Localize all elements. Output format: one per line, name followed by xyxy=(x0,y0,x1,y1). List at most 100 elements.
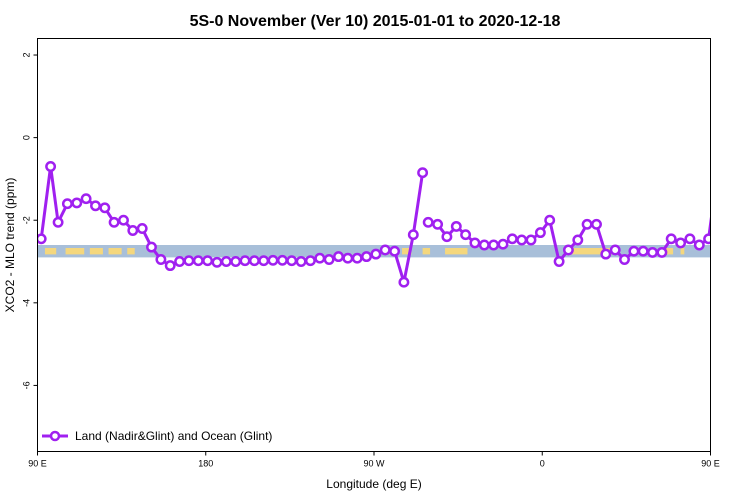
land-band-segment xyxy=(663,248,674,255)
land-band-segment xyxy=(65,248,85,255)
data-point xyxy=(591,218,602,230)
y-tick-label: 2 xyxy=(22,53,32,58)
data-point xyxy=(432,218,444,230)
data-point xyxy=(342,252,354,264)
data-point xyxy=(497,238,509,250)
y-tick-label: -2 xyxy=(22,216,32,224)
data-point xyxy=(90,200,101,212)
data-point xyxy=(544,214,556,226)
data-point xyxy=(534,227,546,239)
land-band-segment xyxy=(108,248,122,255)
data-point xyxy=(553,256,565,267)
data-point xyxy=(422,216,434,228)
data-point xyxy=(684,233,696,245)
data-point xyxy=(45,161,57,172)
x-tick-label: 90 E xyxy=(701,459,720,469)
data-point xyxy=(351,252,363,264)
data-point xyxy=(202,255,214,267)
y-axis: 2 0 -2 -4 -6 xyxy=(22,53,38,389)
data-point xyxy=(295,256,307,267)
data-point xyxy=(619,254,630,265)
legend-label: Land (Nadir&Glint) and Ocean (Glint) xyxy=(75,429,272,443)
data-point xyxy=(637,245,649,257)
data-point xyxy=(581,218,593,230)
data-point xyxy=(304,255,316,267)
x-tick-label: 90 W xyxy=(363,459,385,469)
data-point xyxy=(146,241,157,253)
data-point xyxy=(370,248,382,260)
y-tick-label: -4 xyxy=(22,299,32,307)
data-point xyxy=(361,251,372,263)
data-point xyxy=(407,229,419,241)
legend: Land (Nadir&Glint) and Ocean (Glint) xyxy=(42,429,272,443)
data-point xyxy=(506,233,518,245)
x-tick-label: 180 xyxy=(198,459,213,469)
data-point xyxy=(61,198,73,210)
land-band-segment xyxy=(422,248,431,255)
data-point xyxy=(441,231,453,243)
data-point xyxy=(286,255,298,267)
data-point xyxy=(450,220,462,232)
data-point xyxy=(314,252,326,264)
data-point xyxy=(80,193,92,205)
data-point xyxy=(398,276,410,288)
data-point xyxy=(220,256,232,267)
data-point xyxy=(211,256,223,268)
data-point xyxy=(192,255,204,267)
y-axis-label: XCO2 - MLO trend (ppm) xyxy=(3,178,17,313)
data-point xyxy=(647,246,658,258)
data-point xyxy=(742,200,750,208)
legend-marker-swatch xyxy=(49,430,61,442)
data-point xyxy=(248,255,260,267)
series-group xyxy=(37,161,750,288)
data-point xyxy=(572,234,584,246)
chart-title: 5S-0 November (Ver 10) 2015-01-01 to 202… xyxy=(190,13,561,30)
data-point xyxy=(239,255,251,267)
data-point xyxy=(52,216,64,228)
data-point xyxy=(460,229,472,241)
data-point xyxy=(108,216,120,228)
data-point xyxy=(164,260,176,272)
x-axis: 90 E 180 90 W 0 90 E xyxy=(28,451,720,469)
land-band-segment xyxy=(568,248,618,255)
data-point xyxy=(665,233,677,245)
land-band-segment xyxy=(127,248,135,255)
data-point xyxy=(267,254,279,266)
data-point xyxy=(333,251,344,263)
series-layer xyxy=(37,161,750,288)
data-point xyxy=(37,233,47,245)
data-point xyxy=(379,244,391,256)
data-point xyxy=(628,245,640,257)
data-point xyxy=(656,246,668,258)
data-point xyxy=(714,163,722,171)
y-tick-label: 0 xyxy=(22,135,32,140)
data-point xyxy=(733,202,741,210)
data-point xyxy=(118,214,129,226)
x-axis-label: Longitude (deg E) xyxy=(326,477,421,491)
land-band-segment xyxy=(89,248,103,255)
data-point xyxy=(703,233,711,245)
data-point xyxy=(323,254,335,265)
y-tick-label: -6 xyxy=(22,381,32,389)
data-point xyxy=(478,239,490,251)
data-point xyxy=(276,254,288,266)
x-tick-label: 0 xyxy=(540,459,545,469)
data-point xyxy=(723,218,731,226)
data-point xyxy=(136,223,148,234)
land-band-segment xyxy=(402,248,412,255)
data-point xyxy=(230,256,242,267)
data-point xyxy=(99,202,111,214)
data-point xyxy=(258,255,270,267)
data-point xyxy=(174,256,186,267)
data-point xyxy=(127,225,139,236)
data-point xyxy=(516,234,528,246)
data-point xyxy=(675,237,687,249)
data-point xyxy=(525,234,537,246)
land-band-segment xyxy=(44,248,57,255)
data-point xyxy=(488,239,500,251)
x-tick-label: 90 E xyxy=(28,459,47,469)
land-band-segment xyxy=(680,248,685,255)
data-point xyxy=(183,255,195,267)
data-point xyxy=(600,248,612,260)
